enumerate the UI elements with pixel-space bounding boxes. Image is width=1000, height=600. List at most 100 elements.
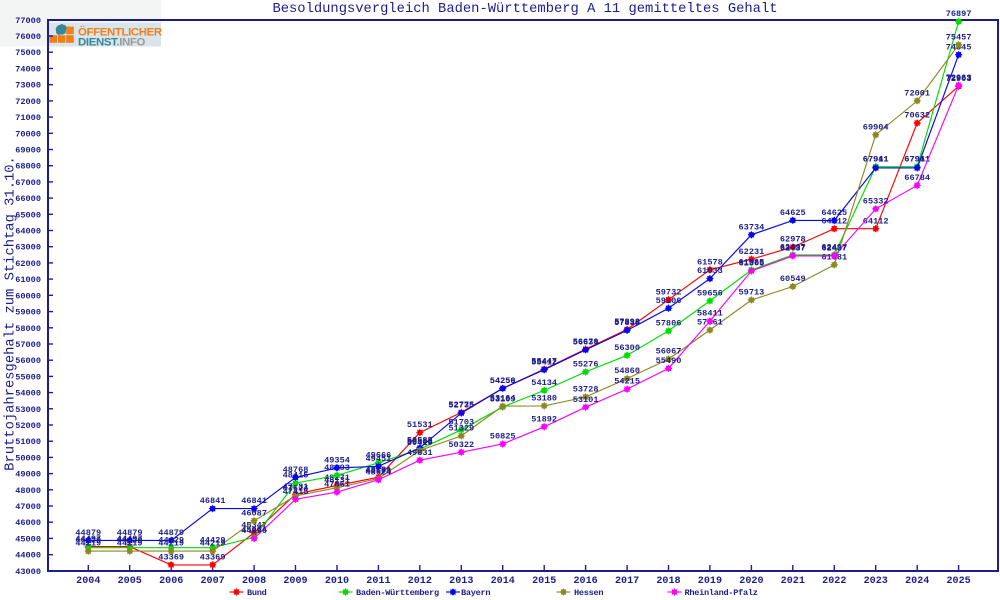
svg-text:62978: 62978 xyxy=(780,235,806,245)
svg-text:51703: 51703 xyxy=(448,417,474,427)
svg-text:48131: 48131 xyxy=(324,475,350,485)
svg-text:65000: 65000 xyxy=(15,210,41,220)
svg-text:43000: 43000 xyxy=(15,567,41,577)
svg-text:44219: 44219 xyxy=(200,539,226,549)
svg-text:58411: 58411 xyxy=(697,309,723,319)
svg-text:56634: 56634 xyxy=(573,338,599,348)
svg-text:46841: 46841 xyxy=(200,496,226,506)
svg-text:55000: 55000 xyxy=(15,372,41,382)
svg-text:51329: 51329 xyxy=(448,424,474,434)
svg-text:59732: 59732 xyxy=(656,287,682,297)
svg-text:53164: 53164 xyxy=(490,394,516,404)
svg-text:61000: 61000 xyxy=(15,275,41,285)
svg-text:2024: 2024 xyxy=(905,576,929,587)
svg-text:Hessen: Hessen xyxy=(574,588,603,598)
svg-text:2020: 2020 xyxy=(739,576,763,587)
svg-text:Bayern: Bayern xyxy=(461,588,490,598)
svg-text:53101: 53101 xyxy=(573,395,599,405)
svg-text:49666: 49666 xyxy=(366,450,392,460)
svg-text:2014: 2014 xyxy=(491,576,515,587)
svg-text:44996: 44996 xyxy=(241,526,267,536)
svg-text:2017: 2017 xyxy=(615,576,639,587)
svg-text:53000: 53000 xyxy=(15,405,41,415)
svg-text:66000: 66000 xyxy=(15,194,41,204)
svg-text:53728: 53728 xyxy=(573,385,599,395)
svg-text:2009: 2009 xyxy=(283,576,307,587)
svg-text:76000: 76000 xyxy=(15,32,41,42)
svg-text:47415: 47415 xyxy=(283,487,309,497)
svg-text:64625: 64625 xyxy=(821,208,847,218)
svg-text:56679: 56679 xyxy=(573,337,599,347)
svg-text:65332: 65332 xyxy=(863,197,889,207)
svg-text:49000: 49000 xyxy=(15,470,41,480)
svg-text:50000: 50000 xyxy=(15,453,41,463)
svg-text:61033: 61033 xyxy=(697,266,723,276)
svg-text:48768: 48768 xyxy=(283,465,309,475)
svg-text:44879: 44879 xyxy=(75,528,101,538)
svg-text:55412: 55412 xyxy=(531,357,557,367)
svg-text:53109: 53109 xyxy=(490,395,516,405)
svg-text:54215: 54215 xyxy=(614,377,640,387)
svg-text:2016: 2016 xyxy=(573,576,597,587)
svg-text:2018: 2018 xyxy=(656,576,680,587)
svg-text:57000: 57000 xyxy=(15,340,41,350)
svg-text:61565: 61565 xyxy=(739,258,765,268)
svg-text:2008: 2008 xyxy=(242,576,266,587)
svg-text:46841: 46841 xyxy=(241,496,267,506)
svg-text:50322: 50322 xyxy=(448,440,474,450)
svg-text:61505: 61505 xyxy=(739,259,765,269)
svg-text:49354: 49354 xyxy=(324,456,350,466)
svg-text:44000: 44000 xyxy=(15,551,41,561)
svg-text:76897: 76897 xyxy=(946,9,972,19)
svg-text:59000: 59000 xyxy=(15,308,41,318)
svg-text:54134: 54134 xyxy=(531,378,557,388)
svg-text:52000: 52000 xyxy=(15,421,41,431)
svg-text:59656: 59656 xyxy=(697,289,723,299)
svg-text:ÖFFENTLICHER: ÖFFENTLICHER xyxy=(78,25,162,38)
svg-text:2006: 2006 xyxy=(159,576,183,587)
svg-text:48000: 48000 xyxy=(15,486,41,496)
svg-text:67911: 67911 xyxy=(904,155,930,165)
svg-text:45064: 45064 xyxy=(241,525,267,535)
svg-text:2005: 2005 xyxy=(118,576,142,587)
svg-text:50429: 50429 xyxy=(407,438,433,448)
svg-text:72963: 72963 xyxy=(946,73,972,83)
svg-text:2015: 2015 xyxy=(532,576,556,587)
svg-text:63000: 63000 xyxy=(15,243,41,253)
svg-text:62000: 62000 xyxy=(15,259,41,269)
svg-text:2010: 2010 xyxy=(325,576,349,587)
svg-text:48624: 48624 xyxy=(366,467,392,477)
svg-text:2023: 2023 xyxy=(864,576,888,587)
svg-text:67911: 67911 xyxy=(863,155,889,165)
svg-text:Baden-Württemberg: Baden-Württemberg xyxy=(356,588,439,598)
svg-text:62437: 62437 xyxy=(780,244,806,254)
svg-text:52775: 52775 xyxy=(448,400,474,410)
svg-text:2012: 2012 xyxy=(408,576,432,587)
svg-text:44219: 44219 xyxy=(117,539,143,549)
svg-text:57806: 57806 xyxy=(656,319,682,329)
svg-text:64000: 64000 xyxy=(15,227,41,237)
svg-text:43369: 43369 xyxy=(158,553,184,563)
svg-text:60549: 60549 xyxy=(780,274,806,284)
svg-text:50505: 50505 xyxy=(407,437,433,447)
svg-text:69904: 69904 xyxy=(863,122,889,132)
svg-text:57838: 57838 xyxy=(614,318,640,328)
svg-text:47000: 47000 xyxy=(15,502,41,512)
svg-text:44879: 44879 xyxy=(158,528,184,538)
svg-text:2007: 2007 xyxy=(200,576,224,587)
svg-text:55447: 55447 xyxy=(531,357,557,367)
svg-text:Bund: Bund xyxy=(247,588,267,598)
svg-text:73000: 73000 xyxy=(15,81,41,91)
svg-text:56300: 56300 xyxy=(614,343,640,353)
svg-text:54259: 54259 xyxy=(490,376,516,386)
svg-text:45347: 45347 xyxy=(241,520,267,530)
svg-text:70632: 70632 xyxy=(904,111,930,121)
svg-text:2004: 2004 xyxy=(76,576,100,587)
svg-text:48698: 48698 xyxy=(366,466,392,476)
svg-text:50825: 50825 xyxy=(490,432,516,442)
svg-text:43369: 43369 xyxy=(200,553,226,563)
svg-text:56000: 56000 xyxy=(15,356,41,366)
svg-text:62497: 62497 xyxy=(780,243,806,253)
svg-text:57898: 57898 xyxy=(614,317,640,327)
svg-text:59206: 59206 xyxy=(656,296,682,306)
